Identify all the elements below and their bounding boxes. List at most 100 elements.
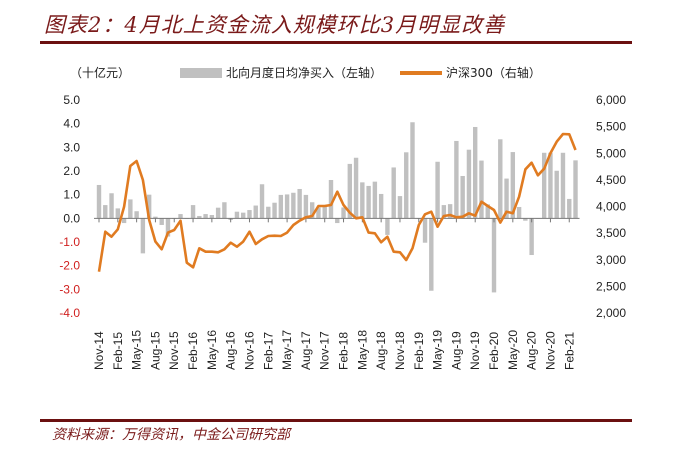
bar bbox=[266, 206, 271, 219]
x-tick-label: Feb-18 bbox=[337, 332, 351, 370]
x-tick-label: Feb-16 bbox=[186, 332, 200, 370]
bar bbox=[353, 157, 359, 219]
legend-bar-swatch bbox=[180, 67, 222, 78]
left-tick-label: -1.0 bbox=[59, 235, 80, 249]
bar bbox=[523, 218, 528, 221]
x-tick-label: Aug-16 bbox=[224, 331, 238, 370]
bar bbox=[284, 194, 290, 219]
bar bbox=[385, 218, 390, 235]
bar bbox=[153, 216, 158, 219]
x-tick-label: Nov-15 bbox=[167, 331, 181, 370]
bar bbox=[234, 211, 240, 219]
x-tick-label: Aug-20 bbox=[525, 331, 539, 370]
bar bbox=[498, 139, 503, 219]
x-tick-label: Nov-17 bbox=[318, 331, 332, 370]
x-tick-label: Feb-20 bbox=[487, 332, 501, 370]
bar bbox=[404, 152, 409, 219]
x-tick-label: Nov-20 bbox=[543, 331, 557, 370]
x-tick-label: May-16 bbox=[205, 330, 219, 370]
x-tick-label: Feb-15 bbox=[111, 332, 125, 370]
legend-bar-label: 北向月度日均净买入（左轴） bbox=[226, 66, 383, 80]
bar bbox=[485, 204, 490, 219]
bar bbox=[159, 218, 164, 225]
legend-item-line: 沪深300（右轴） bbox=[400, 64, 541, 81]
bar bbox=[115, 208, 121, 219]
legend-line-swatch bbox=[400, 70, 442, 75]
right-tick-label: 2,500 bbox=[596, 279, 626, 293]
left-tick-label: -3.0 bbox=[59, 282, 80, 296]
bar bbox=[560, 152, 566, 219]
bar bbox=[504, 178, 509, 219]
right-tick-label: 6,000 bbox=[596, 93, 626, 107]
bar bbox=[178, 214, 183, 219]
bar bbox=[541, 152, 547, 219]
bar bbox=[303, 194, 309, 219]
bar bbox=[573, 160, 578, 219]
bar bbox=[466, 149, 472, 219]
bar bbox=[309, 202, 315, 219]
bar bbox=[197, 215, 202, 219]
left-tick-label: -4.0 bbox=[59, 306, 80, 320]
x-tick-label: Nov-14 bbox=[92, 331, 106, 370]
bar bbox=[391, 167, 396, 219]
bar bbox=[447, 204, 453, 219]
bar bbox=[140, 218, 146, 254]
left-tick-label: 2.0 bbox=[63, 164, 80, 178]
bar bbox=[222, 202, 227, 219]
bar bbox=[278, 194, 284, 219]
left-tick-label: -2.0 bbox=[59, 259, 80, 273]
bar bbox=[516, 206, 522, 219]
right-tick-label: 4,500 bbox=[596, 173, 626, 187]
x-tick-label: May-17 bbox=[280, 330, 294, 370]
bar bbox=[259, 184, 265, 219]
bar bbox=[479, 160, 484, 219]
x-tick-label: Aug-15 bbox=[148, 331, 162, 370]
left-tick-label: 4.0 bbox=[63, 117, 80, 131]
x-tick-label: Nov-18 bbox=[393, 331, 407, 370]
bar bbox=[510, 152, 516, 219]
bar bbox=[322, 206, 327, 219]
left-tick-label: 5.0 bbox=[63, 93, 80, 107]
bar bbox=[435, 161, 440, 219]
bar bbox=[297, 188, 302, 219]
x-tick-label: Feb-17 bbox=[261, 332, 275, 370]
x-tick-label: May-20 bbox=[506, 330, 520, 370]
bar bbox=[554, 170, 559, 219]
bar bbox=[134, 211, 139, 219]
bar bbox=[341, 207, 346, 219]
bar bbox=[241, 212, 246, 219]
bar bbox=[378, 193, 384, 219]
right-tick-label: 5,000 bbox=[596, 146, 626, 160]
x-tick-label: Feb-19 bbox=[412, 332, 426, 370]
right-tick-label: 4,000 bbox=[596, 200, 626, 214]
source-divider bbox=[40, 419, 632, 422]
bar bbox=[491, 218, 497, 293]
bar bbox=[441, 205, 447, 219]
bar bbox=[165, 218, 171, 237]
x-tick-label: Nov-19 bbox=[468, 331, 482, 370]
right-tick-label: 5,500 bbox=[596, 120, 626, 134]
left-tick-label: 0.0 bbox=[63, 211, 80, 225]
bar bbox=[372, 181, 378, 219]
x-tick-label: May-19 bbox=[431, 330, 445, 370]
left-tick-label: 1.0 bbox=[63, 188, 80, 202]
bar bbox=[567, 198, 572, 219]
bar bbox=[328, 179, 334, 219]
x-tick-label: May-18 bbox=[355, 330, 369, 370]
bar bbox=[121, 218, 127, 224]
bar bbox=[253, 205, 258, 219]
legend-item-bar: 北向月度日均净买入（左轴） bbox=[180, 64, 382, 81]
x-tick-label: Aug-18 bbox=[374, 331, 388, 370]
bar bbox=[460, 175, 465, 219]
bar bbox=[190, 205, 196, 219]
x-tick-label: May-15 bbox=[130, 330, 144, 370]
bar bbox=[410, 122, 415, 219]
legend-line-label: 沪深300（右轴） bbox=[446, 66, 541, 80]
hs300-line bbox=[97, 132, 577, 272]
left-axis-unit: （十亿元） bbox=[70, 66, 131, 80]
bar bbox=[103, 205, 108, 219]
bar bbox=[454, 140, 459, 219]
x-tick-label: Feb-21 bbox=[562, 332, 576, 370]
bar bbox=[109, 193, 114, 219]
bar bbox=[335, 218, 340, 224]
